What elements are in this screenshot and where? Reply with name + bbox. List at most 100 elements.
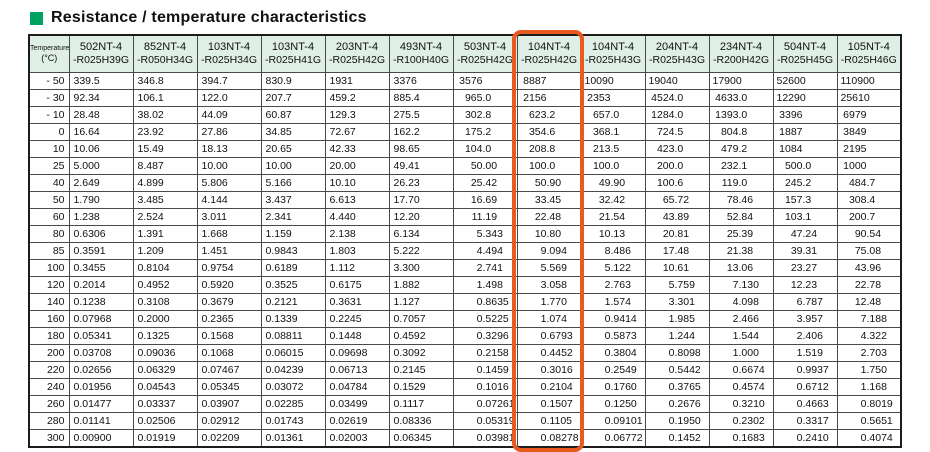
column-code-label: -R100H40G: [392, 54, 450, 66]
value-frac: .094: [546, 245, 567, 257]
value-int: 52600: [776, 75, 806, 87]
value-cell: 3.011: [196, 208, 262, 226]
value-cell: 0.2365: [196, 310, 262, 328]
value-cell: 10.00: [260, 157, 326, 175]
value-int: 3: [668, 296, 675, 308]
value-frac: .5: [674, 126, 684, 138]
value-int: 804: [720, 126, 739, 138]
value-cell: 0.03981: [452, 429, 518, 448]
value-cell: 1.209: [132, 242, 198, 260]
value-cell: 0.01361: [260, 429, 326, 448]
value-cell: 0.04543: [132, 378, 198, 396]
value-frac: .38: [738, 245, 754, 257]
value-cell: 5.806: [196, 174, 262, 192]
value-frac: .84: [738, 211, 754, 223]
value-frac: .3765: [674, 381, 701, 393]
temp-cell: 50: [28, 191, 70, 209]
value-frac: .168: [866, 381, 887, 393]
value-int: 0: [540, 415, 547, 427]
value-cell: 22.48: [516, 208, 582, 226]
value-int: 12: [854, 296, 867, 308]
value-frac: .5442: [674, 364, 701, 376]
temp-cell: - 10: [28, 106, 70, 124]
value-frac: .2410: [802, 432, 829, 444]
column-model-label: 502NT-4: [79, 41, 123, 53]
value-cell: 0.8019: [836, 395, 902, 413]
value-cell: 106.1: [132, 89, 198, 107]
value-frac: .0: [482, 143, 492, 155]
value-int: 78: [726, 194, 739, 206]
value-frac: .0: [802, 160, 812, 172]
value-frac: .0: [738, 177, 748, 189]
value-int: 11: [471, 211, 483, 223]
value-int: 2: [476, 262, 483, 274]
value-cell: 0.2000: [132, 310, 198, 328]
value-frac: .54: [866, 228, 882, 240]
value-frac: .1459: [482, 364, 509, 376]
value-int: 1: [540, 313, 547, 325]
value-cell: 0.3765: [644, 378, 710, 396]
value-cell: 43.96: [836, 259, 902, 277]
value-cell: 394.7: [196, 72, 262, 90]
value-cell: 0.1238: [68, 293, 134, 311]
temp-unit-label: (°C): [41, 53, 58, 63]
value-cell: 25.42: [452, 174, 518, 192]
value-frac: .06: [738, 262, 754, 274]
value-frac: .2: [546, 109, 556, 121]
value-cell: 5.569: [516, 259, 582, 277]
value-cell: 100.0: [580, 157, 646, 175]
value-cell: 0.3591: [68, 242, 134, 260]
value-frac: .498: [482, 279, 503, 291]
value-cell: 0.02506: [132, 412, 198, 430]
column-header-cell: 493NT-4 -R100H40G: [388, 34, 454, 73]
value-frac: .13: [610, 228, 626, 240]
value-cell: 0.03708: [68, 344, 134, 362]
value-cell: 32.42: [580, 191, 646, 209]
value-cell: 0.3631: [324, 293, 390, 311]
value-int: 0: [732, 432, 739, 444]
value-frac: .2104: [546, 381, 573, 393]
value-cell: 0.3108: [132, 293, 198, 311]
value-cell: 1.770: [516, 293, 582, 311]
value-cell: 804.8: [708, 123, 774, 141]
column-header-cell: 104NT-4 -R025H42G: [516, 34, 582, 73]
table-row: 10 10.06 15.49 18.13 20.65 42.33 98.65 104.0 208…: [28, 140, 902, 158]
temp-cell: 60: [28, 208, 70, 226]
value-cell: 0.1452: [644, 429, 710, 448]
value-int: 17900: [712, 75, 742, 87]
value-cell: 0.05345: [196, 378, 262, 396]
value-cell: 75.08: [836, 242, 902, 260]
value-int: 33: [534, 194, 547, 206]
column-model-label: 104NT-4: [527, 41, 571, 53]
value-frac: .6793: [546, 330, 573, 342]
value-int: 75: [854, 245, 867, 257]
value-cell: 0.06713: [324, 361, 390, 379]
value-frac: .1105: [546, 415, 573, 427]
value-int: 21: [598, 211, 611, 223]
value-frac: .122: [610, 262, 631, 274]
value-frac: .78: [866, 279, 882, 291]
column-code-label: -R025H43G: [648, 54, 706, 66]
value-int: 4: [860, 330, 867, 342]
value-cell: 0.3016: [516, 361, 582, 379]
value-cell: 1.498: [452, 276, 518, 294]
column-model-label: 504NT-4: [783, 41, 827, 53]
value-cell: 0.1325: [132, 327, 198, 345]
value-cell: 459.2: [324, 89, 390, 107]
value-frac: .1016: [482, 381, 509, 393]
value-frac: .750: [866, 364, 887, 376]
temp-cell: 10: [28, 140, 70, 158]
temp-cell: 180: [28, 327, 70, 345]
value-int: 500: [784, 160, 803, 172]
value-frac: .09101: [610, 415, 643, 427]
value-int: 1393: [715, 109, 739, 121]
value-cell: 44.09: [196, 106, 262, 124]
value-int: 3849: [843, 126, 867, 138]
value-cell: 657.0: [580, 106, 646, 124]
value-cell: 0.4574: [708, 378, 774, 396]
value-int: 623: [528, 109, 547, 121]
value-cell: 1084: [772, 140, 838, 158]
value-cell: 0.02209: [196, 429, 262, 448]
value-frac: .48: [546, 211, 562, 223]
value-frac: .5225: [482, 313, 509, 325]
